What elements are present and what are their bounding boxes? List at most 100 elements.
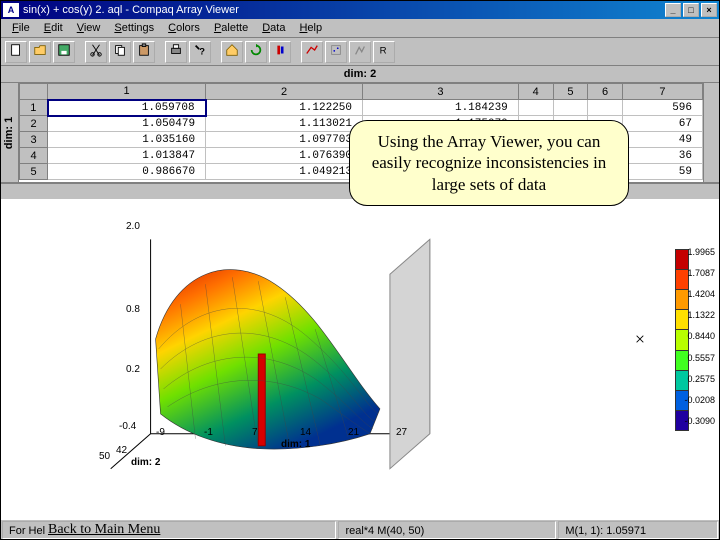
grid-cell[interactable]: 1.097703 [206,132,363,148]
paste-button[interactable] [133,41,155,63]
colorbar-label: 0.5557 [687,353,715,363]
col-header[interactable]: 6 [588,84,623,100]
grid-vscrollbar[interactable] [703,83,719,182]
status-right: M(1, 1): 1.05971 [558,521,718,539]
toolbar: ?R [1,38,719,66]
refresh-icon [249,43,263,60]
x-tick: 14 [300,427,311,438]
menu-settings[interactable]: Settings [107,20,161,36]
grid-cell[interactable]: 1.050479 [48,116,206,132]
menu-data[interactable]: Data [255,20,292,36]
new-icon [9,43,23,60]
grid-cell[interactable] [588,100,623,116]
row-header[interactable]: 3 [20,132,48,148]
dim1-label: dim: 1 [1,83,19,182]
grid-cell[interactable]: 1.113021 [206,116,363,132]
svg-text:?: ? [199,46,205,57]
cut-icon [89,43,103,60]
svg-text:R: R [380,46,387,57]
refresh-button[interactable] [245,41,267,63]
z-tick: 42 [116,445,127,456]
surface-plot [1,199,719,519]
tooltip-callout: Using the Array Viewer, you can easily r… [349,120,629,206]
x-tick: 21 [348,427,359,438]
x-tick: -9 [156,427,165,438]
grid-cell[interactable]: 67 [622,116,702,132]
open-button[interactable] [29,41,51,63]
col-header[interactable]: 4 [518,84,553,100]
col-header[interactable]: 3 [363,84,519,100]
grid-cell[interactable]: 1.122250 [206,100,363,116]
rotate-button[interactable]: R [373,41,395,63]
x-axis-label: dim: 1 [281,439,310,450]
grid-cell[interactable] [553,100,588,116]
menu-palette[interactable]: Palette [207,20,255,36]
chart-3d-icon [305,43,319,60]
y-tick: 0.8 [126,304,140,315]
back-to-main-link[interactable]: Back to Main Menu [46,522,162,538]
cut-button[interactable] [85,41,107,63]
print-button[interactable] [165,41,187,63]
grid-corner [20,84,48,100]
chart-bar-icon [353,43,367,60]
col-header[interactable]: 1 [48,84,206,100]
grid-cell[interactable]: 596 [622,100,702,116]
grid-cell[interactable]: 1.049213 [206,164,363,180]
y-tick: -0.4 [119,421,136,432]
grid-cell[interactable]: 1.076390 [206,148,363,164]
row-header[interactable]: 5 [20,164,48,180]
menu-file[interactable]: File [5,20,37,36]
chart-3d-button[interactable] [301,41,323,63]
grid-cell[interactable]: 36 [622,148,702,164]
copy-button[interactable] [109,41,131,63]
row-header[interactable]: 2 [20,116,48,132]
plot-area[interactable]: 2.0 0.8 0.2 -0.4 dim: 1 dim: 2 50 42 × 1… [1,199,719,519]
colorbar-label: 1.7087 [687,268,715,278]
status-center: real*4 M(40, 50) [338,521,556,539]
y-tick: 0.2 [126,364,140,375]
row-header[interactable]: 4 [20,148,48,164]
colorbar-label: 0.2575 [687,374,715,384]
new-button[interactable] [5,41,27,63]
grid-cell[interactable] [518,100,553,116]
app-icon: A [3,3,19,17]
x-tick: -1 [204,427,213,438]
menu-edit[interactable]: Edit [37,20,70,36]
col-header[interactable]: 5 [553,84,588,100]
minimize-button[interactable]: _ [665,3,681,17]
col-header[interactable]: 7 [622,84,702,100]
menubar: FileEditViewSettingsColorsPaletteDataHel… [1,19,719,38]
home-button[interactable] [221,41,243,63]
menu-colors[interactable]: Colors [161,20,207,36]
cross-mark-icon: × [635,329,645,350]
stop-button[interactable] [269,41,291,63]
grid-cell[interactable]: 0.986670 [48,164,206,180]
home-icon [225,43,239,60]
colorbar-label: -0.3090 [684,416,715,426]
grid-cell[interactable]: 49 [622,132,702,148]
chart-line-icon [329,43,343,60]
maximize-button[interactable]: □ [683,3,699,17]
help-ctx-button[interactable]: ? [189,41,211,63]
menu-help[interactable]: Help [292,20,329,36]
col-header[interactable]: 2 [206,84,363,100]
x-tick: 27 [396,427,407,438]
app-window: A sin(x) + cos(y) 2. aql - Compaq Array … [0,0,720,540]
grid-cell[interactable]: 1.184239 [363,100,519,116]
grid-cell[interactable]: 1.013847 [48,148,206,164]
colorbar-label: 1.1322 [687,310,715,320]
colorbar-label: 1.4204 [687,289,715,299]
grid-cell[interactable]: 59 [622,164,702,180]
y-tick: 2.0 [126,221,140,232]
close-button[interactable]: × [701,3,717,17]
copy-icon [113,43,127,60]
menu-view[interactable]: View [70,20,108,36]
grid-cell[interactable]: 1.059708 [48,100,206,116]
chart-bar-button[interactable] [349,41,371,63]
row-header[interactable]: 1 [20,100,48,116]
chart-line-button[interactable] [325,41,347,63]
save-button[interactable] [53,41,75,63]
help-ctx-icon: ? [193,43,207,60]
grid-cell[interactable]: 1.035160 [48,132,206,148]
colorbar-label: -0.0208 [684,395,715,405]
